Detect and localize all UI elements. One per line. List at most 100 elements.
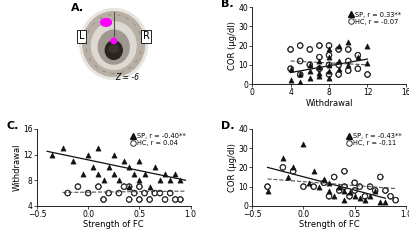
Point — [325, 44, 331, 48]
Point — [391, 198, 398, 202]
Point — [100, 198, 106, 201]
Point — [315, 185, 321, 189]
Point — [354, 67, 360, 71]
Point — [344, 63, 351, 67]
Point — [296, 44, 303, 48]
Point — [351, 189, 357, 192]
Point — [340, 185, 347, 189]
Text: C.: C. — [6, 121, 18, 131]
Point — [366, 185, 372, 189]
Point — [161, 198, 168, 201]
Point — [381, 200, 388, 204]
Point — [361, 194, 367, 198]
Point — [136, 185, 142, 189]
Point — [355, 196, 362, 200]
Ellipse shape — [83, 12, 144, 77]
Point — [361, 198, 367, 202]
Point — [344, 59, 351, 63]
Point — [361, 194, 367, 198]
Point — [171, 172, 178, 176]
Point — [299, 185, 306, 189]
Point — [126, 165, 132, 169]
Point — [141, 191, 147, 195]
Point — [110, 172, 117, 176]
Point — [306, 63, 312, 67]
Point — [345, 194, 352, 198]
Y-axis label: COR (μg/dl): COR (μg/dl) — [227, 21, 236, 70]
Point — [335, 189, 342, 192]
Point — [325, 194, 331, 198]
Point — [306, 48, 312, 51]
Legend: SP, r = -0.40**, HC, r = 0.04: SP, r = -0.40**, HC, r = 0.04 — [130, 132, 187, 148]
Point — [355, 185, 362, 189]
Point — [371, 189, 378, 192]
Point — [85, 153, 91, 156]
Point — [306, 63, 312, 67]
Point — [141, 191, 147, 195]
Point — [130, 191, 137, 195]
Point — [287, 48, 293, 51]
Point — [120, 159, 127, 163]
Point — [151, 165, 157, 169]
Point — [146, 185, 153, 189]
Point — [376, 175, 382, 179]
Ellipse shape — [91, 22, 136, 69]
Text: B.: B. — [221, 0, 234, 9]
X-axis label: Strength of FC: Strength of FC — [83, 220, 144, 230]
Point — [49, 153, 56, 156]
Point — [381, 189, 388, 192]
Point — [136, 198, 142, 201]
Point — [263, 189, 270, 192]
Point — [344, 69, 351, 73]
Point — [161, 198, 168, 201]
Point — [100, 198, 106, 201]
Text: A.: A. — [71, 3, 84, 13]
Point — [296, 73, 303, 76]
Point — [284, 175, 290, 179]
Point — [325, 55, 331, 59]
Point — [105, 191, 112, 195]
Point — [335, 67, 341, 71]
Point — [325, 63, 331, 67]
Point — [345, 190, 352, 194]
Point — [320, 181, 326, 185]
Point — [95, 185, 101, 189]
Point — [69, 159, 76, 163]
Point — [351, 194, 357, 198]
Point — [310, 185, 316, 189]
Point — [136, 198, 142, 201]
Point — [95, 172, 101, 176]
Point — [391, 198, 398, 202]
Point — [351, 181, 357, 185]
Point — [289, 169, 296, 173]
X-axis label: Withdrawal: Withdrawal — [305, 99, 352, 108]
Point — [161, 172, 168, 176]
Point — [351, 181, 357, 185]
Point — [330, 194, 337, 198]
Point — [105, 191, 112, 195]
Point — [344, 48, 351, 51]
Point — [310, 169, 316, 173]
Point — [315, 67, 322, 71]
Point — [287, 78, 293, 82]
Point — [126, 198, 132, 201]
Point — [325, 77, 331, 80]
Text: L: L — [79, 31, 84, 41]
Point — [59, 146, 65, 150]
Point — [130, 191, 137, 195]
Point — [386, 194, 393, 198]
Point — [136, 159, 142, 163]
Point — [166, 191, 173, 195]
Point — [287, 67, 293, 71]
Point — [296, 73, 303, 76]
Ellipse shape — [109, 45, 118, 52]
Point — [177, 198, 183, 201]
Point — [166, 178, 173, 182]
Point — [344, 59, 351, 63]
Point — [115, 191, 122, 195]
Point — [126, 185, 132, 189]
Point — [376, 175, 382, 179]
Point — [136, 185, 142, 189]
Point — [325, 73, 331, 76]
Point — [376, 200, 382, 204]
